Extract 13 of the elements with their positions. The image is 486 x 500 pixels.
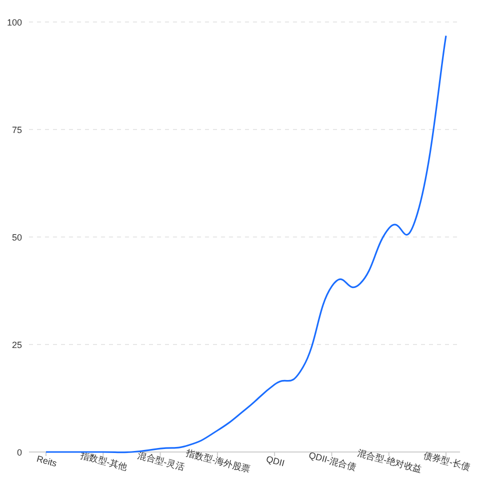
x-tick-label: 混合型-绝对收益 bbox=[356, 448, 423, 474]
y-tick-label: 75 bbox=[12, 125, 22, 135]
y-tick-label: 100 bbox=[6, 18, 22, 28]
x-tick-label: 指数型-其他 bbox=[78, 450, 128, 472]
x-tick-label: QDII bbox=[265, 454, 286, 468]
x-tick-label: 债券型-长债 bbox=[422, 450, 472, 472]
x-tick-label: QDII-混合债 bbox=[308, 450, 358, 472]
x-tick-label: 混合型-灵活 bbox=[136, 450, 186, 472]
y-tick-label: 25 bbox=[12, 340, 22, 350]
x-tick-label: 指数型-海外股票 bbox=[184, 447, 252, 474]
y-tick-label: 50 bbox=[12, 232, 22, 242]
y-tick-label: 0 bbox=[16, 448, 22, 458]
x-tick-label: Reits bbox=[36, 454, 58, 469]
